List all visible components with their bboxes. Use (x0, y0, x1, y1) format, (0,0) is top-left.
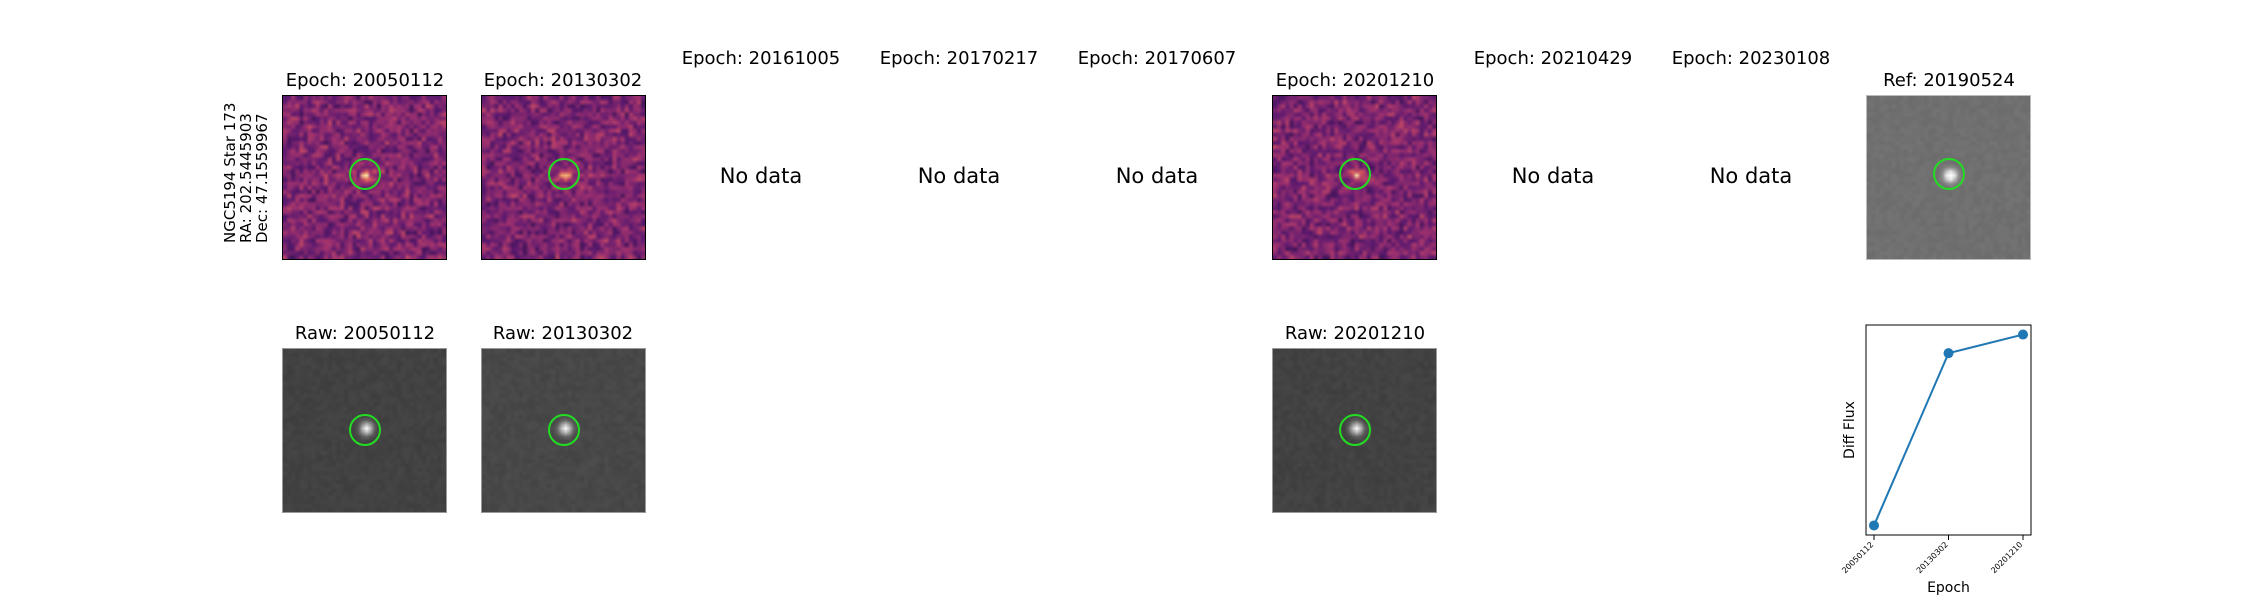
target-circle (1339, 158, 1371, 190)
x-tick-label: 20050112 (1840, 540, 1875, 575)
star-ra: RA: 202.5445903 (237, 113, 255, 243)
no-data-label-3: No data (719, 164, 803, 188)
target-circle (548, 158, 580, 190)
x-tick-label: 20130302 (1915, 540, 1950, 575)
target-circle (548, 414, 580, 446)
epoch-diff-image-6 (1272, 95, 1437, 260)
target-circle (1933, 158, 1965, 190)
x-tick-label: 20201210 (1989, 540, 2024, 575)
series-line (1873, 333, 2024, 526)
raw-image-1 (282, 348, 447, 513)
no-data-label-5: No data (1115, 164, 1199, 188)
x-axis-label: Epoch (1927, 580, 1970, 596)
epoch-title-2: Epoch: 20130302 (483, 70, 643, 91)
diff-flux-chart: 20050112 20130302 20201210 Epoch Diff Flux (1840, 324, 2032, 596)
raw-title-3: Raw: 20201210 (1284, 323, 1426, 344)
data-point (1869, 520, 1879, 531)
raw-image-3 (1272, 348, 1437, 513)
epoch-title-4: Epoch: 20170217 (879, 48, 1039, 69)
star-dec: Dec: 47.1559967 (253, 113, 271, 243)
target-circle (1339, 414, 1371, 446)
raw-title-1: Raw: 20050112 (294, 323, 436, 344)
target-circle (349, 158, 381, 190)
star-info-label: NGC5194 Star 173 RA: 202.5445903 Dec: 47… (221, 102, 271, 243)
raw-image-2 (481, 348, 646, 513)
no-data-label-8: No data (1709, 164, 1793, 188)
data-point (2018, 329, 2028, 340)
star-name: NGC5194 Star 173 (221, 102, 239, 243)
epoch-title-3: Epoch: 20161005 (681, 48, 841, 69)
raw-title-2: Raw: 20130302 (492, 323, 634, 344)
epoch-title-7: Epoch: 20210429 (1473, 48, 1633, 69)
target-circle (349, 414, 381, 446)
epoch-diff-image-1 (282, 95, 447, 260)
epoch-title-8: Epoch: 20230108 (1671, 48, 1831, 69)
ref-title: Ref: 20190524 (1883, 70, 2015, 91)
epoch-diff-image-2 (481, 95, 646, 260)
epoch-title-5: Epoch: 20170607 (1077, 48, 1237, 69)
data-point (1943, 348, 1954, 359)
no-data-label-7: No data (1511, 164, 1595, 188)
ref-image (1866, 95, 2031, 260)
epoch-title-6: Epoch: 20201210 (1275, 70, 1435, 91)
y-axis-label: Diff Flux (1842, 401, 1858, 459)
epoch-title-1: Epoch: 20050112 (285, 70, 445, 91)
no-data-label-4: No data (917, 164, 1001, 188)
